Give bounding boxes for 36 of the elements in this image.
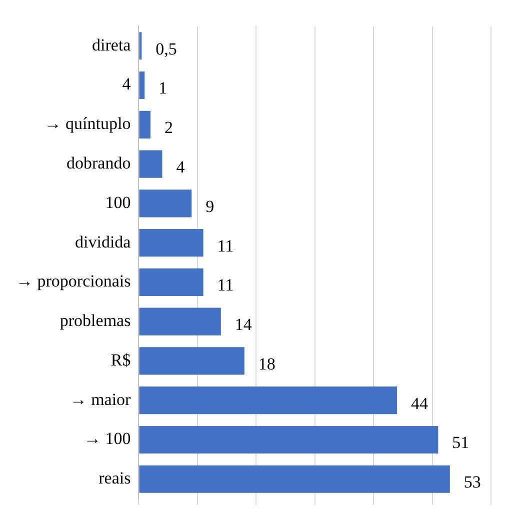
bar xyxy=(139,465,450,493)
bar xyxy=(139,71,145,100)
bar xyxy=(139,110,150,138)
data-label: 1 xyxy=(158,78,168,98)
bar xyxy=(139,32,142,60)
y-tick-label: direta xyxy=(92,35,132,54)
bar xyxy=(139,190,192,218)
y-tick-label: → 100 xyxy=(84,429,131,448)
y-tick-label: 100 xyxy=(105,192,131,212)
y-tick-label: reais xyxy=(98,468,131,488)
data-label: 9 xyxy=(206,196,214,216)
data-label: 18 xyxy=(258,354,276,374)
bar xyxy=(139,150,162,178)
y-tick-label: dividida xyxy=(75,232,132,252)
y-tick-label: 4 xyxy=(122,74,132,94)
y-tick-label: problemas xyxy=(60,311,131,330)
bar xyxy=(139,268,204,296)
y-tick-label: → quíntuplo xyxy=(44,114,131,134)
data-label: 2 xyxy=(164,118,173,138)
data-label: 4 xyxy=(176,158,186,177)
bar xyxy=(139,426,438,454)
data-label: 14 xyxy=(234,315,252,334)
bar xyxy=(139,386,398,414)
y-tick-label: R$ xyxy=(110,350,131,370)
y-tick-label: dobrando xyxy=(66,154,131,173)
y-tick-label: → proporcionais xyxy=(16,272,131,291)
data-label: 11 xyxy=(217,276,234,295)
data-label: 44 xyxy=(411,394,429,413)
data-label: 53 xyxy=(464,472,481,492)
bar xyxy=(139,347,244,375)
bar xyxy=(139,308,221,336)
data-label: 0,5 xyxy=(156,39,177,58)
y-tick-label: → maior xyxy=(70,390,132,409)
bar xyxy=(139,229,204,257)
data-label: 51 xyxy=(452,433,470,452)
data-label: 11 xyxy=(217,236,234,256)
